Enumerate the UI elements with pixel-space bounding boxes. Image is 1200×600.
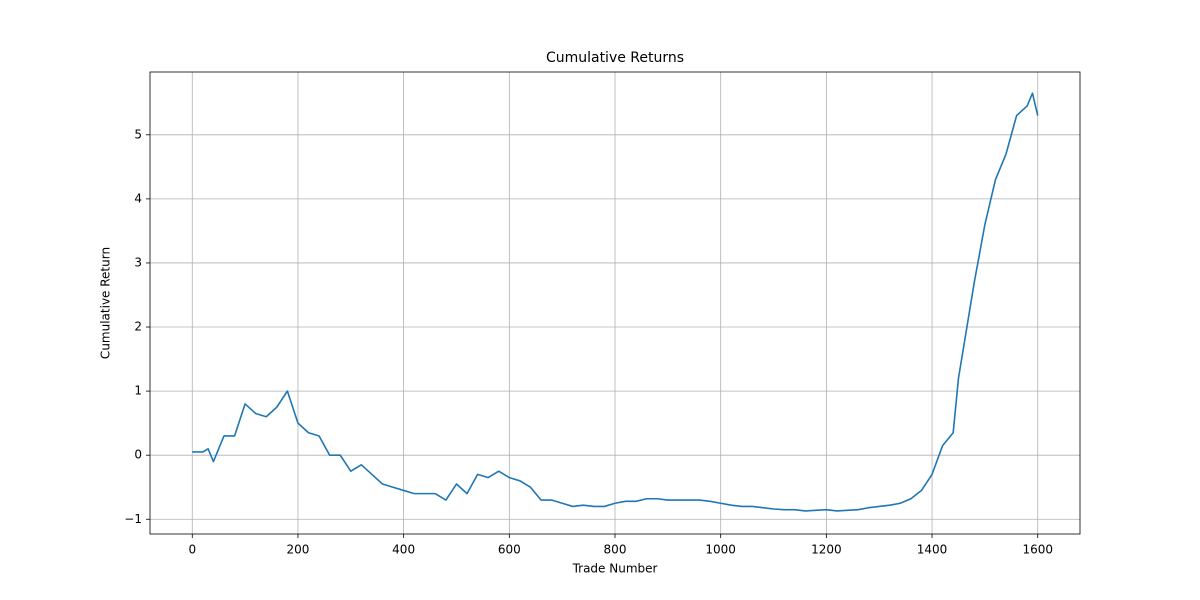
x-tick-label: 1600 bbox=[1022, 543, 1053, 557]
y-tick-label: −1 bbox=[124, 512, 142, 526]
y-tick-label: 5 bbox=[134, 127, 142, 141]
x-axis-label: Trade Number bbox=[572, 562, 658, 576]
y-axis-label: Cumulative Return bbox=[99, 247, 113, 359]
y-tick-label: 4 bbox=[134, 191, 142, 205]
y-tick-label: 2 bbox=[134, 320, 142, 334]
x-tick-label: 1400 bbox=[917, 543, 948, 557]
y-tick-label: 1 bbox=[134, 384, 142, 398]
y-tick-label: 3 bbox=[134, 255, 142, 269]
plot-frame bbox=[149, 71, 1081, 535]
x-tick-label: 0 bbox=[188, 543, 196, 557]
x-tick-label: 800 bbox=[604, 543, 627, 557]
data-line bbox=[192, 92, 1039, 512]
x-tick-label: 600 bbox=[498, 543, 521, 557]
x-tick-label: 1000 bbox=[705, 543, 736, 557]
x-tick-label: 200 bbox=[287, 543, 310, 557]
y-tick-label: 0 bbox=[134, 448, 142, 462]
chart-title: Cumulative Returns bbox=[546, 50, 684, 66]
x-tick-label: 1200 bbox=[811, 543, 842, 557]
x-tick-label: 400 bbox=[392, 543, 415, 557]
